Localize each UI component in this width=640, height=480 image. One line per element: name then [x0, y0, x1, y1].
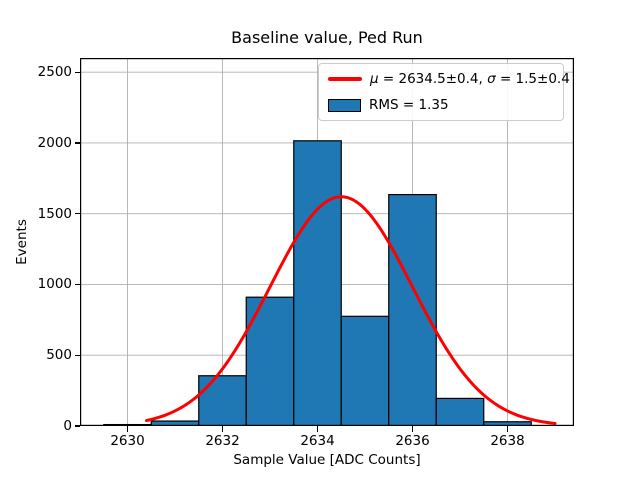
histogram-bar: [435, 397, 485, 426]
y-tick-label: 1000: [37, 276, 72, 293]
y-tick-mark: [74, 354, 80, 356]
chart-canvas: [80, 58, 574, 426]
x-tick-label: 2632: [205, 433, 240, 449]
fit-line-swatch: [328, 77, 362, 81]
histogram-bar: [198, 375, 247, 426]
histogram-bar: [245, 296, 295, 426]
x-tick-mark: [221, 426, 224, 432]
legend: μ = 2634.5±0.4, σ = 1.5±0.4 RMS = 1.35: [318, 63, 570, 121]
x-tick-label: 2636: [395, 433, 430, 449]
y-tick-mark: [74, 425, 80, 427]
x-tick-label: 2638: [490, 433, 525, 449]
x-tick-label: 2630: [110, 433, 145, 449]
y-tick-mark: [74, 283, 80, 286]
x-tick-label: 2634: [300, 433, 335, 449]
x-tick-mark: [506, 426, 509, 432]
plot-spines: [80, 58, 574, 426]
x-tick-mark: [126, 426, 129, 432]
gaussian-fit-curve: [145, 195, 557, 425]
y-axis-label: Events: [14, 219, 30, 265]
y-tick-label: 2500: [37, 64, 72, 81]
chart-title: Baseline value, Ped Run: [231, 28, 423, 47]
sigma-symbol: σ: [487, 71, 496, 87]
y-tick-label: 0: [63, 418, 72, 434]
y-tick-mark: [74, 142, 80, 144]
y-tick-mark: [74, 71, 80, 73]
mu-value: = 2634.5±0.4,: [378, 71, 488, 87]
histogram-bar: [388, 193, 437, 426]
legend-fit-label: μ = 2634.5±0.4, σ = 1.5±0.4: [370, 70, 570, 88]
y-tick-label: 1500: [37, 205, 72, 222]
x-axis-label: Sample Value [ADC Counts]: [233, 452, 421, 468]
mu-symbol: μ: [370, 71, 379, 87]
legend-item-hist: RMS = 1.35: [328, 96, 554, 114]
histogram-patch-swatch: [328, 98, 361, 112]
histogram-bar: [340, 315, 390, 426]
y-tick-label: 2000: [37, 134, 72, 151]
x-tick-mark: [316, 426, 319, 432]
x-tick-mark: [411, 426, 414, 432]
legend-rms-label: RMS = 1.35: [369, 97, 449, 113]
sigma-value: = 1.5±0.4: [495, 71, 570, 87]
y-tick-label: 500: [46, 347, 72, 364]
plot-area: [80, 58, 574, 426]
histogram-bar: [293, 140, 342, 426]
y-tick-mark: [74, 213, 80, 215]
legend-item-fit: μ = 2634.5±0.4, σ = 1.5±0.4: [328, 70, 570, 88]
